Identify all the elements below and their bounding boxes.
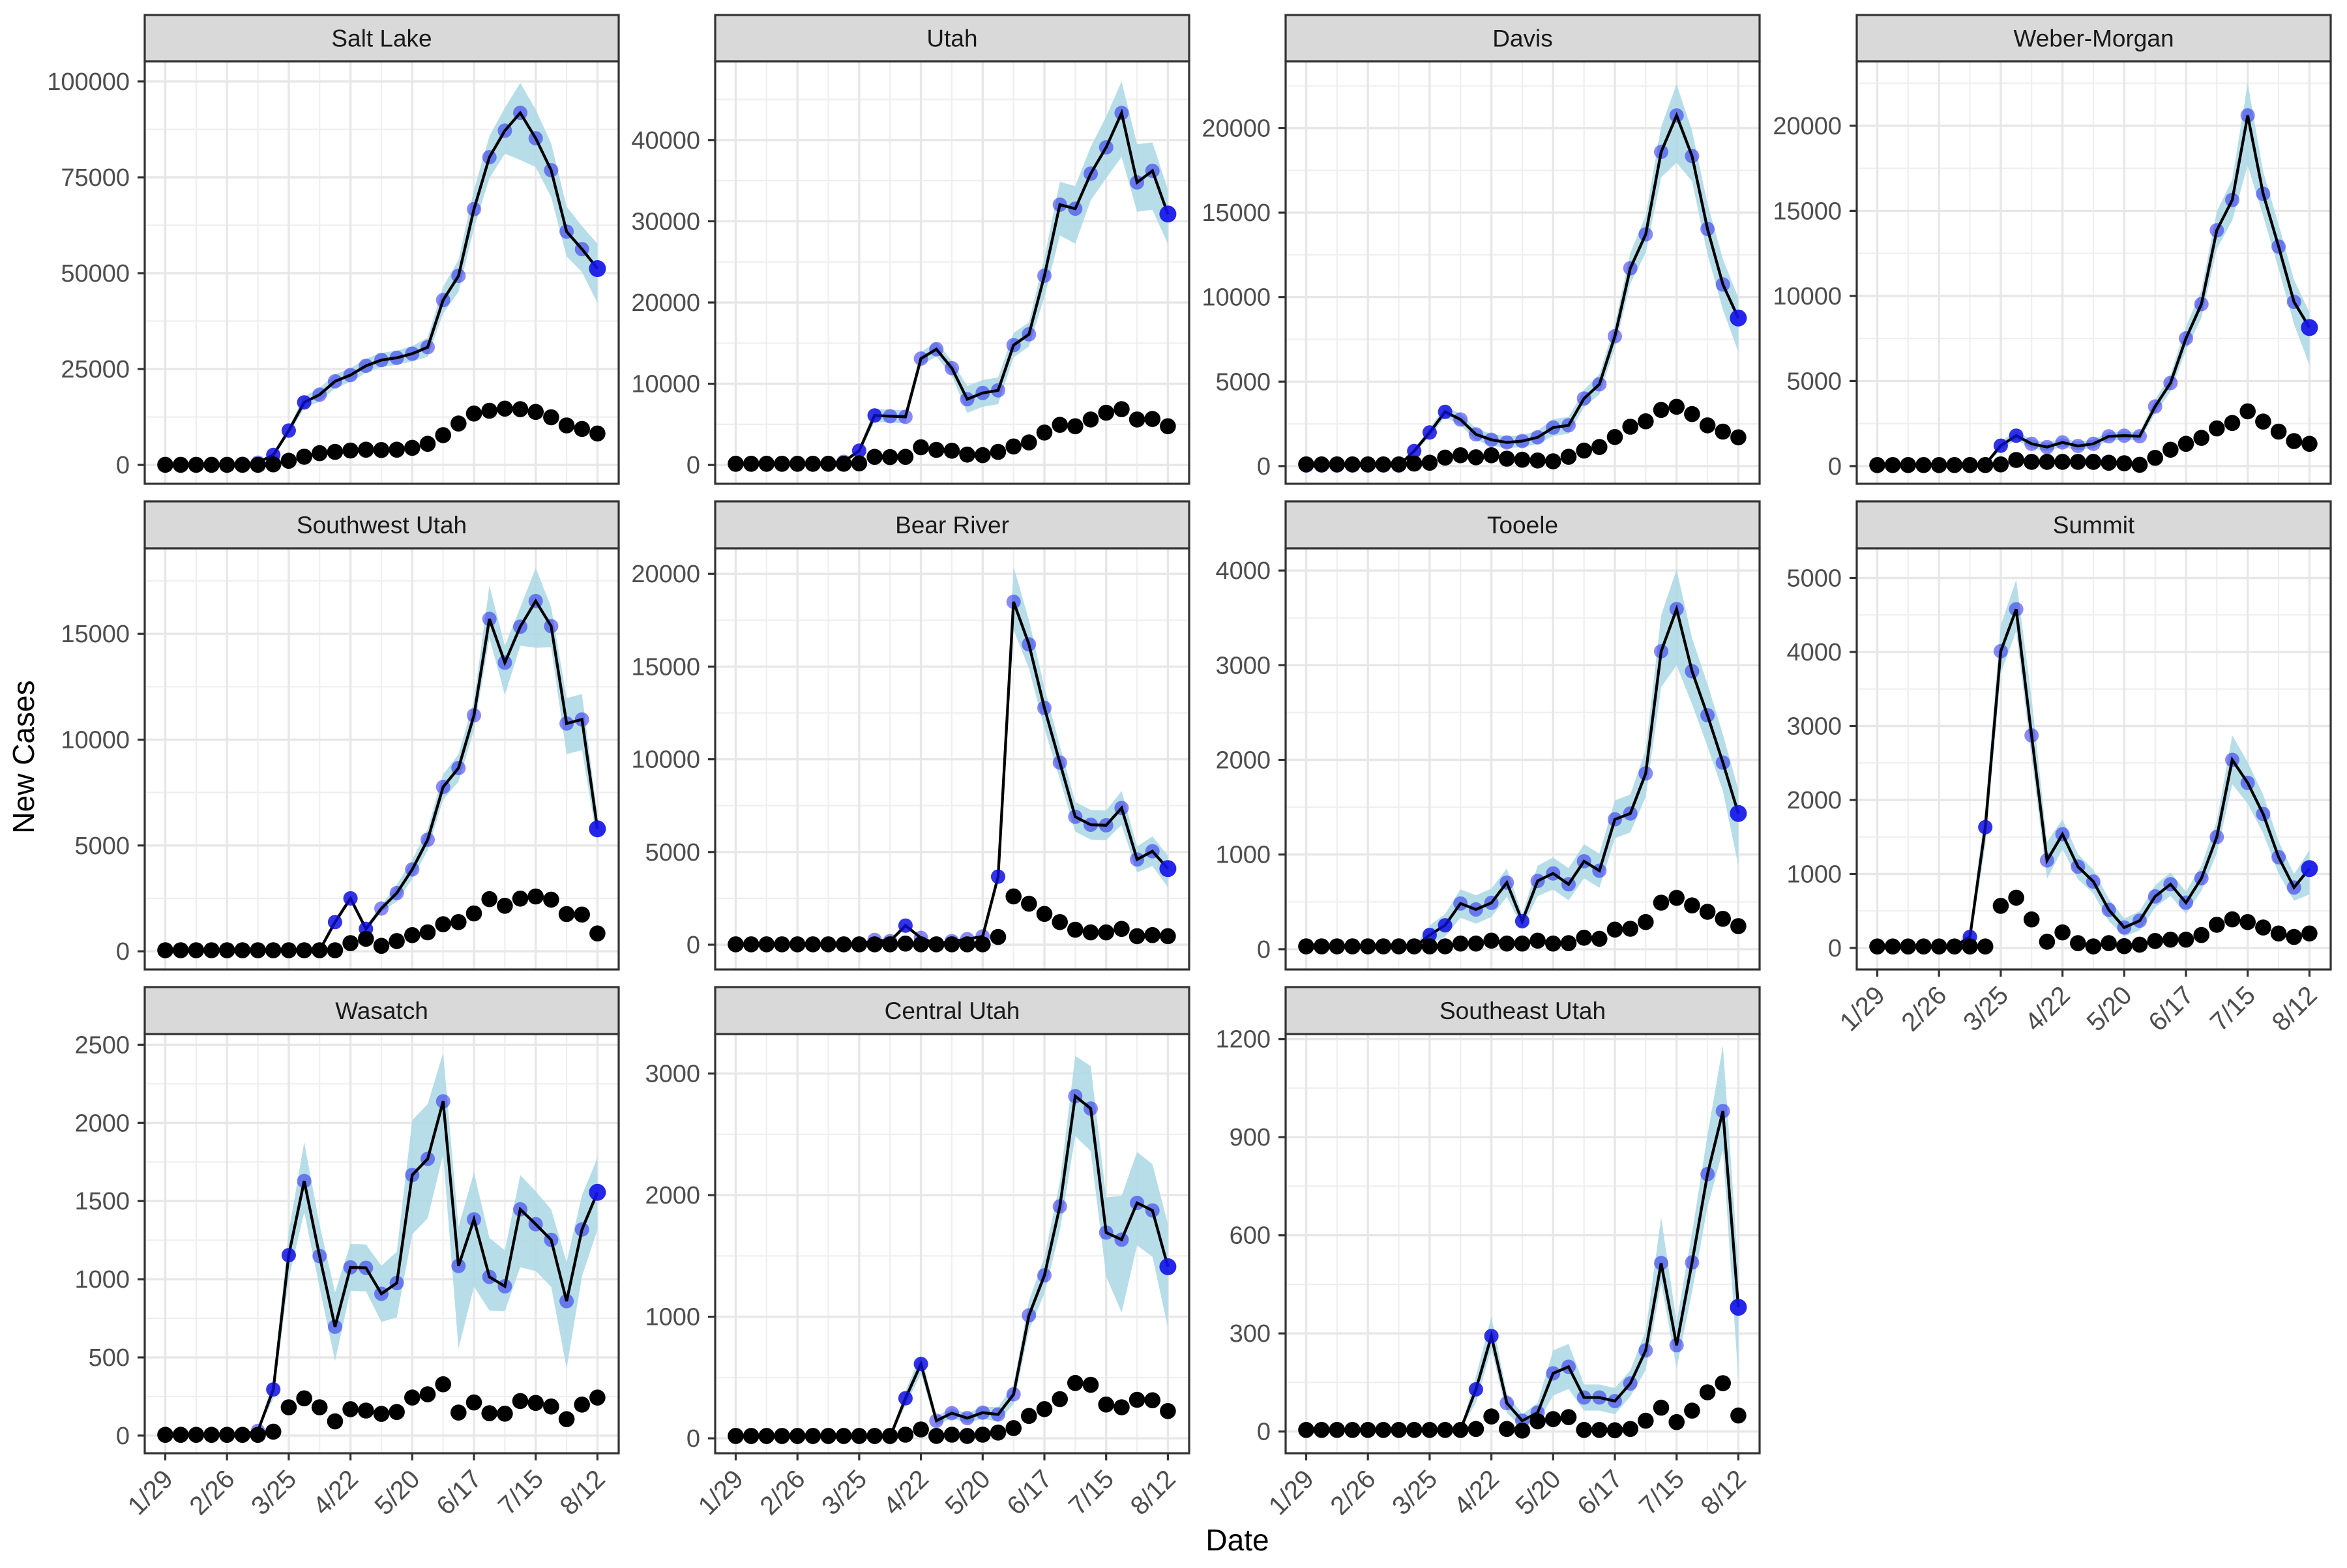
svg-text:0: 0 — [686, 1425, 700, 1453]
svg-text:2000: 2000 — [1786, 787, 1842, 814]
svg-text:Bear River: Bear River — [895, 512, 1009, 539]
svg-text:10000: 10000 — [631, 747, 700, 774]
svg-text:50000: 50000 — [61, 260, 130, 288]
svg-text:0: 0 — [686, 932, 700, 959]
svg-text:15000: 15000 — [1773, 198, 1842, 225]
svg-text:New Cases: New Cases — [7, 680, 40, 833]
svg-text:10000: 10000 — [61, 727, 130, 754]
svg-text:20000: 20000 — [1773, 113, 1842, 140]
svg-text:Summit: Summit — [2053, 512, 2135, 539]
svg-text:2000: 2000 — [1215, 747, 1271, 775]
svg-text:0: 0 — [686, 452, 700, 479]
svg-text:0: 0 — [1257, 453, 1271, 481]
svg-text:5000: 5000 — [1215, 368, 1271, 396]
svg-text:40000: 40000 — [631, 127, 700, 155]
svg-text:25000: 25000 — [61, 356, 130, 383]
svg-text:2000: 2000 — [645, 1182, 700, 1209]
svg-text:Utah: Utah — [926, 25, 977, 52]
svg-text:0: 0 — [116, 452, 130, 479]
svg-text:600: 600 — [1230, 1222, 1271, 1250]
svg-text:2500: 2500 — [74, 1031, 130, 1059]
svg-text:5000: 5000 — [645, 839, 700, 866]
svg-text:1500: 1500 — [74, 1188, 130, 1215]
svg-text:1000: 1000 — [1215, 842, 1271, 869]
svg-text:1000: 1000 — [1786, 861, 1842, 889]
svg-text:5000: 5000 — [1786, 565, 1842, 593]
svg-text:3000: 3000 — [645, 1061, 700, 1088]
svg-text:Southwest Utah: Southwest Utah — [297, 512, 467, 539]
svg-text:1000: 1000 — [645, 1304, 700, 1331]
svg-text:2000: 2000 — [74, 1110, 130, 1137]
svg-text:Davis: Davis — [1492, 25, 1553, 52]
svg-text:0: 0 — [116, 1423, 130, 1450]
svg-text:10000: 10000 — [631, 371, 700, 398]
svg-text:20000: 20000 — [1202, 115, 1271, 143]
svg-text:4000: 4000 — [1215, 557, 1271, 585]
svg-text:Weber-Morgan: Weber-Morgan — [2013, 25, 2174, 52]
svg-text:Central Utah: Central Utah — [885, 998, 1020, 1024]
svg-text:Tooele: Tooele — [1487, 512, 1558, 539]
svg-text:100000: 100000 — [47, 68, 130, 96]
svg-text:0: 0 — [1257, 1419, 1271, 1446]
svg-text:0: 0 — [1257, 936, 1271, 964]
svg-text:0: 0 — [1828, 453, 1842, 481]
svg-text:15000: 15000 — [631, 653, 700, 681]
svg-text:Southeast Utah: Southeast Utah — [1439, 998, 1606, 1024]
svg-text:10000: 10000 — [1202, 284, 1271, 312]
svg-text:30000: 30000 — [631, 208, 700, 235]
svg-text:1200: 1200 — [1215, 1026, 1271, 1054]
svg-text:20000: 20000 — [631, 561, 700, 588]
svg-text:20000: 20000 — [631, 289, 700, 317]
svg-text:Date: Date — [1205, 1523, 1269, 1557]
svg-text:500: 500 — [89, 1344, 130, 1372]
svg-text:15000: 15000 — [1202, 200, 1271, 227]
svg-text:5000: 5000 — [1786, 368, 1842, 395]
svg-text:1000: 1000 — [74, 1266, 130, 1294]
svg-text:900: 900 — [1230, 1124, 1271, 1151]
svg-text:4000: 4000 — [1786, 639, 1842, 666]
svg-text:75000: 75000 — [61, 164, 130, 192]
svg-text:10000: 10000 — [1773, 283, 1842, 310]
svg-text:300: 300 — [1230, 1320, 1271, 1348]
svg-text:Wasatch: Wasatch — [335, 998, 428, 1024]
svg-text:5000: 5000 — [74, 833, 130, 860]
svg-text:0: 0 — [1828, 935, 1842, 962]
svg-text:0: 0 — [116, 938, 130, 966]
svg-text:Salt Lake: Salt Lake — [331, 25, 432, 52]
svg-text:3000: 3000 — [1786, 713, 1842, 741]
svg-text:15000: 15000 — [61, 621, 130, 648]
svg-text:3000: 3000 — [1215, 652, 1271, 679]
